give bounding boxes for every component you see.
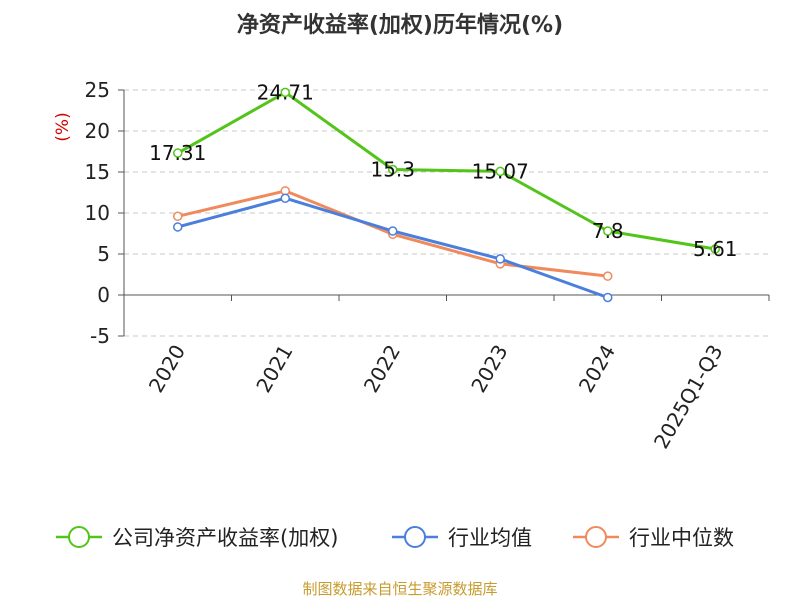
legend-label: 行业均值 xyxy=(448,526,532,550)
y-tick-label: 10 xyxy=(85,201,110,225)
data-point xyxy=(495,254,505,264)
y-tick-label: 20 xyxy=(85,119,110,143)
data-point xyxy=(495,166,505,177)
y-tick-label: 15 xyxy=(85,160,110,184)
data-point xyxy=(280,87,290,98)
x-tick-label: 2024 xyxy=(574,341,620,397)
y-tick-label: -5 xyxy=(90,324,110,348)
y-tick-label: 25 xyxy=(85,78,110,102)
data-point xyxy=(173,148,183,158)
y-tick-label: 5 xyxy=(97,242,110,266)
data-label: 15.07 xyxy=(472,159,529,183)
source-note: 制图数据来自恒生聚源数据库 xyxy=(302,580,497,598)
data-point xyxy=(388,226,398,236)
y-tick-label: 0 xyxy=(97,283,110,307)
x-tick-label: 2025Q1-Q3 xyxy=(649,341,728,453)
series-line-0 xyxy=(177,90,716,251)
x-tick-label: 2022 xyxy=(359,341,405,397)
data-point xyxy=(173,222,183,232)
data-point xyxy=(603,271,613,281)
legend-marker xyxy=(585,526,607,548)
data-point xyxy=(603,292,613,303)
data-label: 15.3 xyxy=(370,158,415,182)
data-label: 5.61 xyxy=(693,237,738,261)
data-point xyxy=(280,193,290,203)
legend-marker xyxy=(404,526,426,548)
data-point xyxy=(173,211,183,222)
data-label: 7.8 xyxy=(592,219,624,243)
x-tick-label: 2021 xyxy=(251,341,297,397)
data-point xyxy=(603,226,613,236)
chart-title: 净资产收益率(加权)历年情况(%) xyxy=(237,12,563,38)
legend-marker xyxy=(68,526,90,548)
y-axis-label: (%) xyxy=(53,112,73,141)
legend-label: 行业中位数 xyxy=(629,526,734,550)
data-point xyxy=(710,244,720,254)
x-tick-label: 2020 xyxy=(144,341,190,397)
data-point xyxy=(388,164,398,175)
data-label: 17.31 xyxy=(149,141,206,165)
x-tick-label: 2023 xyxy=(466,341,512,397)
legend-label: 公司净资产收益率(加权) xyxy=(112,526,338,550)
data-label: 24.71 xyxy=(257,80,314,104)
